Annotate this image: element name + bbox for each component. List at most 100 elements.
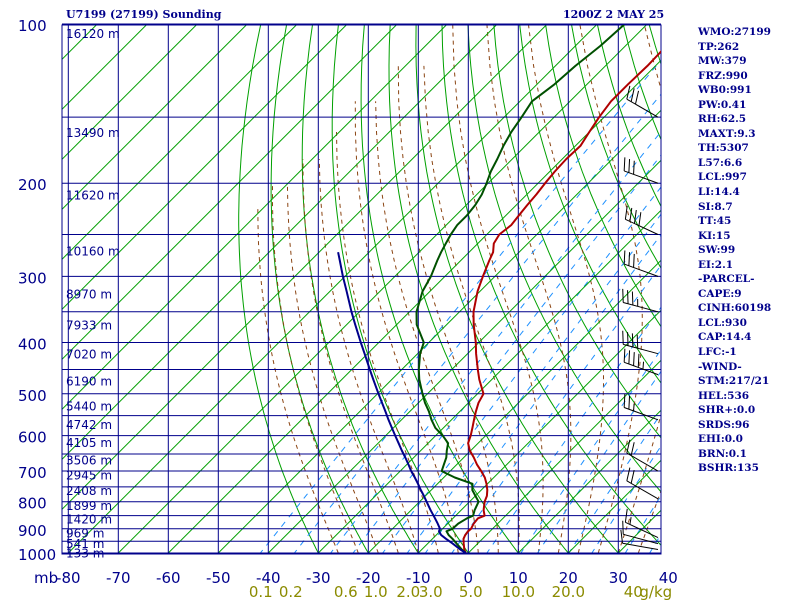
index-line: MW:379	[698, 55, 747, 68]
wind-barb	[623, 393, 659, 421]
index-line: CINH:60198	[698, 302, 772, 315]
isotherm	[516, 409, 661, 554]
isotherm	[62, 25, 298, 261]
wind-barb-half-feather	[633, 403, 635, 411]
index-line: MAXT:9.3	[698, 127, 756, 140]
pressure-tick-label: 900	[18, 522, 47, 540]
wind-barb-shaft	[626, 98, 659, 118]
wind-barb-shaft	[624, 263, 659, 277]
mixing-ratio-label: 5.0	[459, 583, 483, 600]
isotherm	[66, 25, 598, 554]
temperature-axis: -80 -70 -60 -50 -40 -30 -20 -10 0 10 20 30 40	[56, 569, 678, 587]
wind-barb-feather	[634, 90, 640, 105]
pressure-tick-label: 800	[18, 495, 47, 513]
index-line: CAPE:9	[698, 287, 742, 300]
wind-barb-feather	[630, 469, 635, 484]
wind-barbs	[620, 85, 659, 551]
wind-barb-shaft	[624, 407, 659, 421]
height-label: 541 m	[66, 537, 104, 551]
index-line: LI:14.4	[698, 186, 740, 199]
wind-barb	[626, 467, 659, 500]
index-line: SRDS:96	[698, 418, 750, 431]
isotherm	[62, 25, 198, 161]
height-label: 13490 m	[66, 126, 120, 140]
temperature-tick-label: -50	[206, 569, 231, 587]
dry-adiabat	[238, 25, 320, 554]
wind-barb-feather	[633, 160, 635, 175]
pressure-tick-label: 100	[18, 17, 47, 35]
height-label: 2408 m	[66, 484, 112, 498]
wind-barb-feather	[623, 250, 626, 265]
height-label: 5440 m	[66, 399, 112, 413]
height-label: 133 m	[66, 547, 104, 561]
pressure-tick-label: 200	[18, 176, 47, 194]
mixing-ratio-label: 20.0	[552, 583, 585, 600]
wind-barb	[622, 520, 659, 545]
index-line: TT:45	[698, 215, 732, 228]
wind-barb-feather	[637, 353, 640, 368]
mixing-ratio-label: 0.1	[249, 583, 273, 600]
wind-barb	[626, 439, 659, 472]
dewpoint-line	[415, 25, 626, 554]
pressure-tick-label: 600	[18, 429, 47, 447]
index-line: TH:5307	[698, 142, 749, 155]
height-label: 969 m	[66, 527, 104, 541]
wind-barb	[624, 205, 659, 235]
temperature-tick-label: -20	[356, 569, 381, 587]
index-line: HEL:536	[698, 389, 750, 402]
temperature-tick-label: 0	[464, 569, 474, 587]
mixing-ratio-label: 3.0	[419, 583, 443, 600]
dry-adiabat	[571, 25, 661, 270]
dry-adiabat	[493, 25, 661, 439]
wind-barb-feather	[624, 205, 628, 220]
index-line: L57:6.6	[698, 156, 743, 169]
wind-barb-feather	[633, 253, 635, 268]
index-line: LFC:-1	[698, 346, 737, 359]
dry-adiabat	[415, 25, 620, 554]
moist-adiabat	[286, 183, 379, 554]
moist-adiabat	[302, 158, 399, 554]
sounding-curves	[337, 25, 661, 554]
wind-barb	[623, 250, 659, 277]
isotherm	[266, 159, 661, 554]
wind-barb-feather	[633, 352, 635, 366]
height-label: 7020 m	[66, 348, 112, 362]
mixing-ratio-label: 40	[624, 583, 643, 600]
height-label: 11620 m	[66, 188, 120, 202]
pressure-tick-label: 400	[18, 335, 47, 353]
wind-barb-feather	[623, 348, 626, 363]
wind-barb-feather	[638, 212, 642, 226]
wind-barb-feather	[628, 252, 631, 266]
index-line: WMO:27199	[698, 26, 771, 38]
wind-barb-feather	[633, 209, 637, 224]
temperature-tick-label: 30	[609, 569, 628, 587]
index-line: EI:2.1	[698, 258, 734, 271]
moist-adiabat	[375, 101, 479, 554]
height-label: 3506 m	[66, 453, 112, 467]
mixing-ratio-line	[381, 186, 661, 554]
mixing-ratio-axis: 0.1 0.2 0.6 1.0 2.03.0 5.0 10.0 20.0 40g/kg	[249, 583, 672, 600]
pressure-tick-label: 500	[18, 387, 47, 405]
mixing-ratio-label: 10.0	[502, 583, 535, 600]
isotherm	[62, 25, 348, 311]
index-line: BRN:0.1	[698, 447, 747, 460]
pressure-tick-label: 1000	[18, 546, 56, 564]
isotherm	[466, 359, 661, 554]
wind-barb-shaft	[624, 361, 659, 376]
wind-barb	[626, 85, 659, 118]
isotherm	[566, 459, 661, 554]
temperature-tick-label: -10	[406, 569, 431, 587]
moist-adiabat	[423, 65, 520, 554]
temperature-tick-label: 40	[659, 569, 678, 587]
wind-barb-feather	[626, 439, 631, 454]
wind-barb-feather	[628, 159, 631, 173]
pressure-tick-label: 700	[18, 464, 47, 482]
height-label: 7933 m	[66, 319, 112, 333]
isotherm	[116, 25, 648, 554]
temperature-tick-label: -80	[56, 569, 81, 587]
wind-barb-feather	[624, 508, 628, 523]
index-line: SHR+:0.0	[698, 404, 756, 417]
isotherm	[416, 309, 661, 554]
index-line: CAP:14.4	[698, 331, 752, 344]
